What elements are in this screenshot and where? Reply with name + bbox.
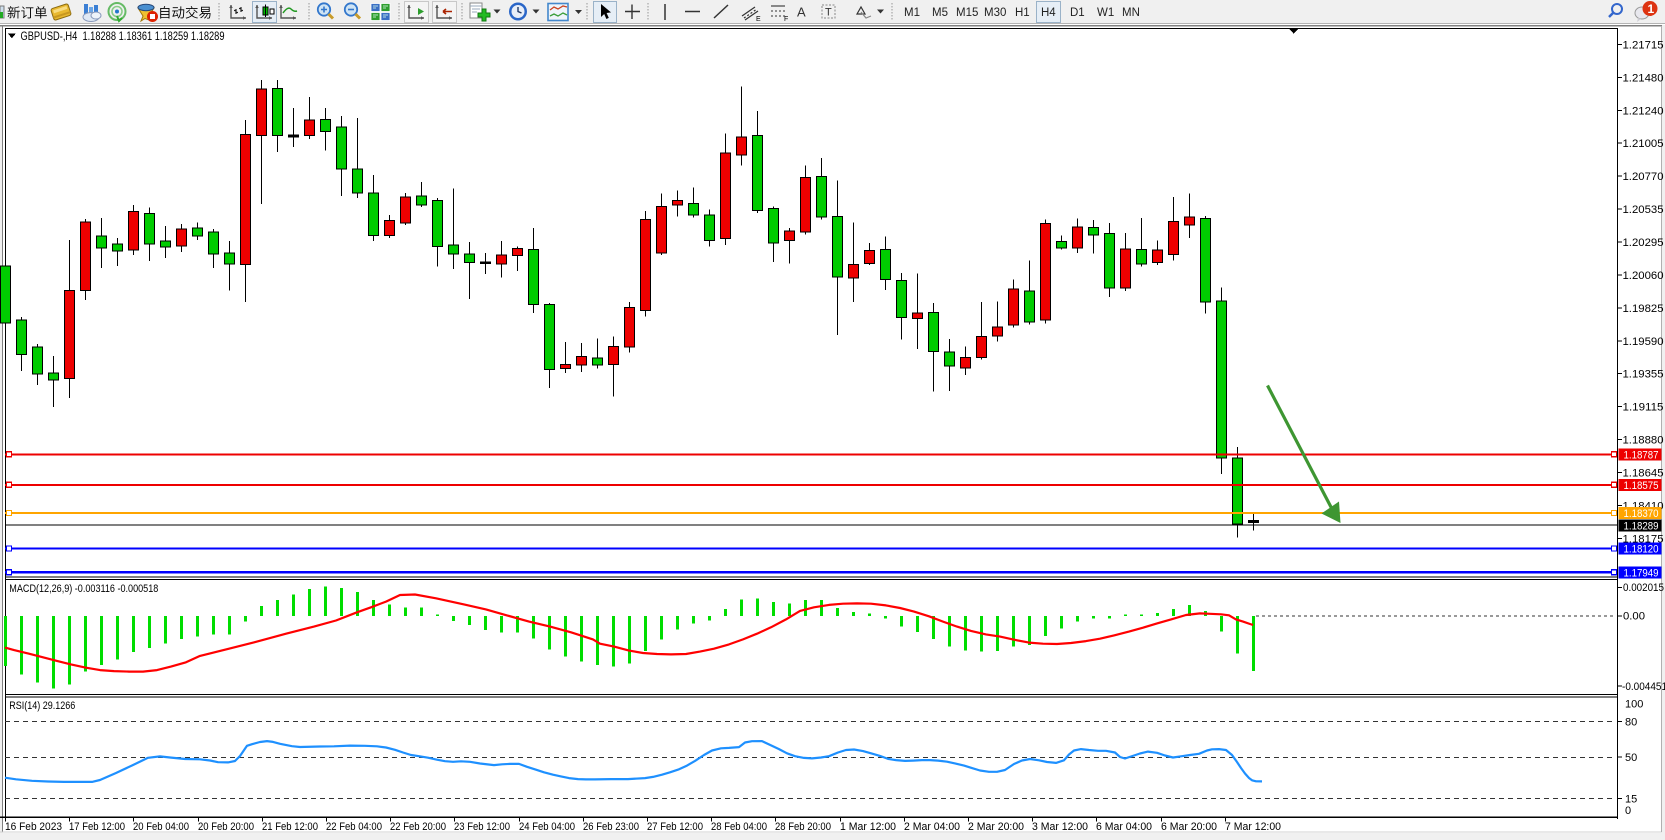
svg-text:1 Mar 12:00: 1 Mar 12:00 [840,821,896,833]
svg-text:F: F [784,16,788,23]
svg-text:1.18120: 1.18120 [1624,544,1659,556]
svg-text:MACD(12,26,9) -0.003116 -0.000: MACD(12,26,9) -0.003116 -0.000518 [9,583,158,595]
svg-text:1.18787: 1.18787 [1624,450,1659,462]
svg-text:0.00: 0.00 [1623,611,1645,623]
svg-text:22 Feb 04:00: 22 Feb 04:00 [326,821,382,833]
svg-text:20 Feb 20:00: 20 Feb 20:00 [198,821,254,833]
svg-text:1.21715: 1.21715 [1623,39,1664,51]
svg-text:1.18289: 1.18289 [1624,521,1659,533]
svg-text:2 Mar 20:00: 2 Mar 20:00 [968,821,1024,833]
svg-text:1.18575: 1.18575 [1624,480,1659,492]
svg-text:GBPUSD-,H4 1.18288 1.18361 1.: GBPUSD-,H4 1.18288 1.18361 1.18259 1.182… [21,29,225,43]
svg-text:MN: MN [1122,7,1140,19]
svg-text:M1: M1 [904,7,920,19]
svg-text:E: E [756,16,761,23]
svg-text:1.18880: 1.18880 [1623,435,1664,447]
svg-text:-0.004451: -0.004451 [1622,681,1665,693]
svg-text:1.19115: 1.19115 [1623,402,1664,414]
svg-text:17 Feb 12:00: 17 Feb 12:00 [69,821,125,833]
svg-text:H4: H4 [1041,7,1056,19]
svg-text:1.19355: 1.19355 [1623,369,1664,381]
svg-text:2 Mar 04:00: 2 Mar 04:00 [904,821,960,833]
svg-text:D1: D1 [1070,7,1085,19]
svg-text:27 Feb 12:00: 27 Feb 12:00 [647,821,703,833]
svg-text:22 Feb 20:00: 22 Feb 20:00 [390,821,446,833]
svg-text:24 Feb 04:00: 24 Feb 04:00 [519,821,575,833]
svg-text:RSI(14) 29.1266: RSI(14) 29.1266 [9,700,75,712]
svg-text:H1: H1 [1015,7,1030,19]
svg-text:1.19590: 1.19590 [1623,336,1664,348]
svg-text:0: 0 [1625,805,1631,817]
svg-text:1.20060: 1.20060 [1623,270,1664,282]
svg-text:7 Mar 12:00: 7 Mar 12:00 [1225,821,1281,833]
svg-text:26 Feb 23:00: 26 Feb 23:00 [583,821,639,833]
svg-text:1.20295: 1.20295 [1623,237,1664,249]
svg-text:1.20535: 1.20535 [1623,204,1664,216]
svg-text:A: A [797,5,806,20]
svg-text:28 Feb 20:00: 28 Feb 20:00 [775,821,831,833]
svg-text:M15: M15 [956,7,978,19]
svg-text:6 Mar 20:00: 6 Mar 20:00 [1161,821,1217,833]
svg-text:100: 100 [1625,699,1643,711]
svg-text:15: 15 [1625,794,1637,806]
svg-text:50: 50 [1625,752,1637,764]
svg-text:W1: W1 [1097,7,1114,19]
svg-text:80: 80 [1625,716,1637,728]
svg-text:21 Feb 12:00: 21 Feb 12:00 [262,821,318,833]
svg-text:1.18645: 1.18645 [1623,467,1664,479]
svg-text:23 Feb 12:00: 23 Feb 12:00 [454,821,510,833]
svg-text:0.002015: 0.002015 [1623,582,1664,594]
svg-text:1.21005: 1.21005 [1623,138,1664,150]
svg-text:3 Mar 12:00: 3 Mar 12:00 [1032,821,1088,833]
svg-text:1.19825: 1.19825 [1623,303,1664,315]
svg-text:T: T [825,7,832,19]
svg-text:1.18370: 1.18370 [1624,508,1659,520]
svg-text:20 Feb 04:00: 20 Feb 04:00 [133,821,189,833]
svg-text:1.18175: 1.18175 [1623,533,1664,545]
svg-text:M5: M5 [932,7,948,19]
svg-text:1.21240: 1.21240 [1623,105,1664,117]
svg-text:1.20770: 1.20770 [1623,171,1664,183]
svg-text:16 Feb 2023: 16 Feb 2023 [5,821,62,833]
svg-text:1.17949: 1.17949 [1624,568,1659,580]
svg-text:6 Mar 04:00: 6 Mar 04:00 [1096,821,1152,833]
svg-text:28 Feb 04:00: 28 Feb 04:00 [711,821,767,833]
svg-text:1: 1 [1648,2,1655,16]
svg-text:M30: M30 [984,7,1006,19]
svg-text:1.21480: 1.21480 [1623,72,1664,84]
